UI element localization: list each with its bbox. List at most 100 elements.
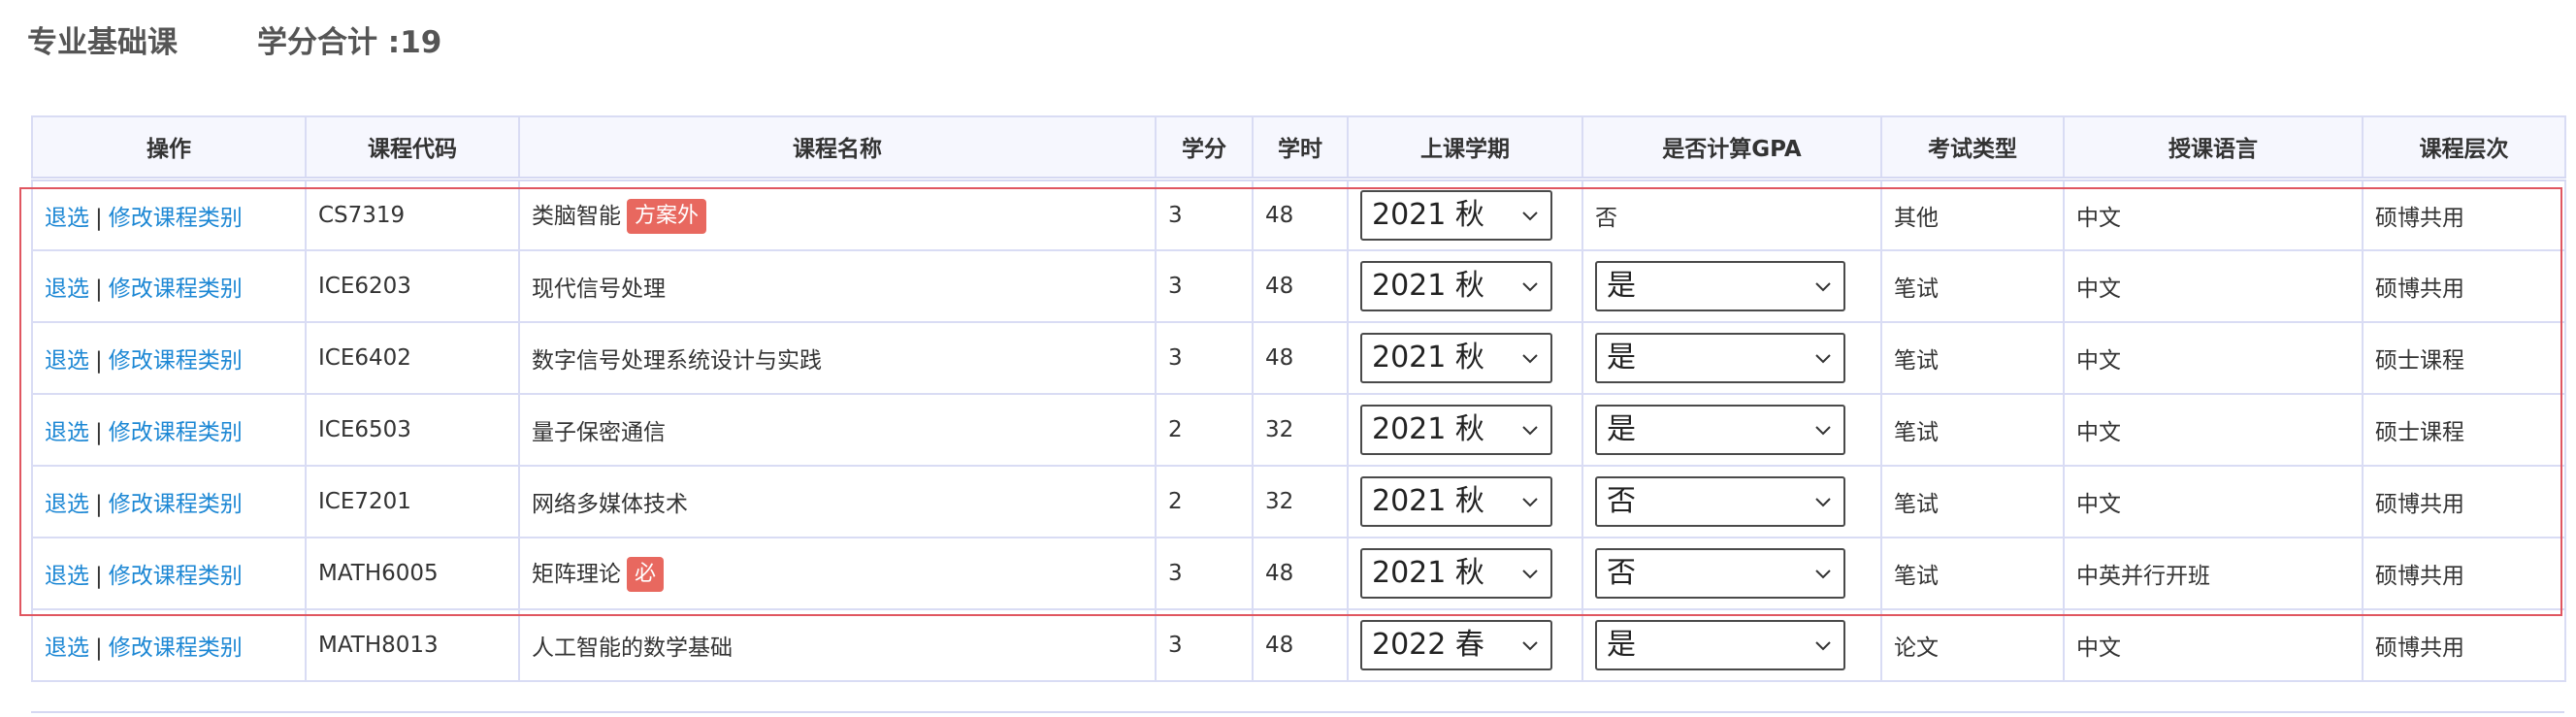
gpa-select[interactable]: 是	[1595, 620, 1845, 670]
modify-course-category-link[interactable]: 修改课程类别	[108, 348, 243, 374]
course-table: 操作 课程代码 课程名称 学分 学时 上课学期 是否计算GPA 考试类型 授课语…	[31, 115, 2566, 682]
course-name-cell: 网络多媒体技术	[518, 465, 1157, 538]
exam-type-cell: 其他	[1880, 178, 2065, 251]
term-select[interactable]: 2021 秋	[1360, 261, 1552, 311]
term-select-value: 2021 秋	[1372, 269, 1484, 303]
course-level: 硕博共用	[2375, 492, 2464, 517]
table-row: 退选 | 修改课程类别 ICE6203 现代信号处理 3 48 2021 秋 是 笔试 中文 硕博共用	[31, 249, 2566, 323]
course-name: 数字信号处理系统设计与实践	[532, 348, 822, 374]
action-separator: |	[95, 420, 103, 445]
chevron-down-icon	[1815, 426, 1831, 436]
gpa-select-value: 是	[1607, 412, 1636, 446]
level-cell: 硕博共用	[2362, 465, 2566, 538]
action-cell: 退选 | 修改课程类别	[31, 393, 307, 467]
language-cell: 中文	[2063, 608, 2364, 682]
table-row: 退选 | 修改课程类别 MATH6005 矩阵理论必 3 48 2021 秋 否 笔试 中英并行开班…	[31, 537, 2566, 610]
exam-type: 笔试	[1894, 492, 1939, 517]
withdraw-link[interactable]: 退选	[45, 492, 89, 517]
term-select[interactable]: 2021 秋	[1360, 405, 1552, 455]
action-cell: 退选 | 修改课程类别	[31, 249, 307, 323]
gpa-select-value: 是	[1607, 341, 1636, 375]
chevron-down-icon	[1815, 498, 1831, 507]
term-select[interactable]: 2021 秋	[1360, 333, 1552, 383]
withdraw-link[interactable]: 退选	[45, 636, 89, 661]
exam-type: 笔试	[1894, 420, 1939, 445]
level-cell: 硕士课程	[2362, 321, 2566, 395]
credits: 2	[1168, 417, 1183, 442]
course-name: 人工智能的数学基础	[532, 636, 733, 661]
level-cell: 硕博共用	[2362, 178, 2566, 251]
bottom-divider	[31, 711, 2564, 713]
hours: 32	[1265, 489, 1294, 514]
credits: 3	[1168, 561, 1183, 586]
credit-total: 学分合计 :19	[257, 25, 442, 60]
exam-type-cell: 笔试	[1880, 321, 2065, 395]
credits-cell: 3	[1155, 608, 1254, 682]
level-cell: 硕博共用	[2362, 608, 2566, 682]
term-select[interactable]: 2021 秋	[1360, 548, 1552, 599]
exam-type: 笔试	[1894, 564, 1939, 589]
gpa-select[interactable]: 是	[1595, 333, 1845, 383]
term-select-value: 2021 秋	[1372, 556, 1484, 590]
course-name-cell: 现代信号处理	[518, 249, 1157, 323]
action-separator: |	[95, 636, 103, 661]
course-code: MATH6005	[318, 561, 439, 586]
modify-course-category-link[interactable]: 修改课程类别	[108, 277, 243, 302]
modify-course-category-link[interactable]: 修改课程类别	[108, 564, 243, 589]
chevron-down-icon	[1815, 570, 1831, 579]
action-cell: 退选 | 修改课程类别	[31, 608, 307, 682]
term-select[interactable]: 2021 秋	[1360, 476, 1552, 527]
gpa-select[interactable]: 是	[1595, 405, 1845, 455]
term-select[interactable]: 2022 春	[1360, 620, 1552, 670]
gpa-value: 否	[1595, 205, 1617, 231]
gpa-select[interactable]: 是	[1595, 261, 1845, 311]
language-cell: 中文	[2063, 465, 2364, 538]
term-cell: 2021 秋	[1347, 537, 1583, 610]
course-name-cell: 量子保密通信	[518, 393, 1157, 467]
withdraw-link[interactable]: 退选	[45, 564, 89, 589]
gpa-select-value: 是	[1607, 628, 1636, 662]
gpa-select-value: 否	[1607, 556, 1636, 590]
gpa-cell: 否	[1581, 537, 1882, 610]
table-row: 退选 | 修改课程类别 MATH8013 人工智能的数学基础 3 48 2022 春 是 论文 中文…	[31, 608, 2566, 682]
course-level: 硕士课程	[2375, 420, 2464, 445]
credits-cell: 3	[1155, 249, 1254, 323]
credits-cell: 2	[1155, 465, 1254, 538]
course-code: CS7319	[318, 202, 406, 228]
modify-course-category-link[interactable]: 修改课程类别	[108, 636, 243, 661]
gpa-select[interactable]: 否	[1595, 548, 1845, 599]
modify-course-category-link[interactable]: 修改课程类别	[108, 492, 243, 517]
withdraw-link[interactable]: 退选	[45, 205, 89, 231]
table-header-row: 操作 课程代码 课程名称 学分 学时 上课学期 是否计算GPA 考试类型 授课语…	[31, 115, 2566, 181]
gpa-cell: 否	[1581, 465, 1882, 538]
modify-course-category-link[interactable]: 修改课程类别	[108, 420, 243, 445]
credits: 3	[1168, 274, 1183, 299]
action-cell: 退选 | 修改课程类别	[31, 321, 307, 395]
course-code: MATH8013	[318, 633, 439, 658]
credits-cell: 2	[1155, 393, 1254, 467]
withdraw-link[interactable]: 退选	[45, 348, 89, 374]
chevron-down-icon	[1522, 570, 1538, 579]
hours-cell: 48	[1252, 608, 1349, 682]
column-header-term: 上课学期	[1347, 115, 1583, 181]
chevron-down-icon	[1522, 282, 1538, 292]
modify-course-category-link[interactable]: 修改课程类别	[108, 205, 243, 231]
language-cell: 中文	[2063, 321, 2364, 395]
course-name: 矩阵理论	[532, 561, 621, 587]
term-select-value: 2021 秋	[1372, 197, 1484, 232]
hours-cell: 32	[1252, 393, 1349, 467]
gpa-select-value: 否	[1607, 484, 1636, 518]
exam-type-cell: 笔试	[1880, 249, 2065, 323]
withdraw-link[interactable]: 退选	[45, 420, 89, 445]
term-select[interactable]: 2021 秋	[1360, 189, 1552, 241]
teaching-language: 中文	[2076, 277, 2121, 302]
withdraw-link[interactable]: 退选	[45, 277, 89, 302]
term-cell: 2021 秋	[1347, 178, 1583, 251]
exam-type-cell: 笔试	[1880, 465, 2065, 538]
gpa-cell: 是	[1581, 608, 1882, 682]
course-code: ICE6402	[318, 345, 411, 371]
gpa-select-value: 是	[1607, 269, 1636, 303]
column-header-gpa: 是否计算GPA	[1581, 115, 1882, 181]
gpa-select[interactable]: 否	[1595, 476, 1845, 527]
